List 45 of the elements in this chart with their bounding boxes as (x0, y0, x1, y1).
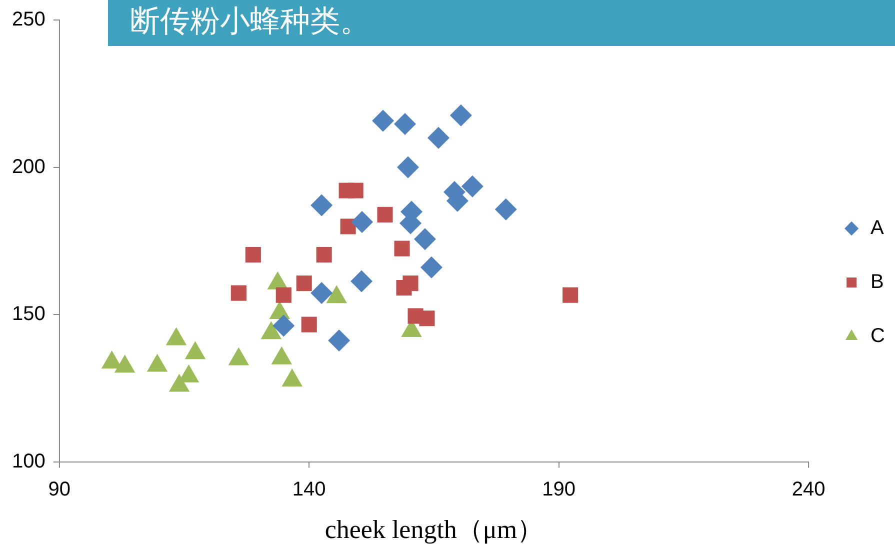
point (394, 240, 410, 256)
point (450, 104, 472, 126)
point (310, 194, 333, 216)
point (420, 256, 442, 278)
point (351, 211, 374, 234)
point (394, 112, 416, 135)
point (276, 287, 292, 303)
x-axis-title: cheek length（μm） (324, 515, 544, 544)
point (350, 270, 373, 292)
point (377, 206, 393, 222)
point (146, 354, 168, 372)
y-tick-label: 250 (12, 8, 46, 31)
legend-label: B (870, 271, 884, 294)
point (228, 347, 250, 366)
point (402, 276, 418, 292)
point (168, 374, 190, 392)
legend-label: C (870, 325, 886, 348)
point (461, 175, 484, 198)
point (348, 182, 364, 198)
point (166, 327, 187, 346)
chart-title: 断传粉小蜂种类。 (129, 3, 370, 41)
y-tick-label: 150 (12, 303, 46, 326)
point (282, 368, 303, 387)
point (230, 285, 246, 301)
point (427, 126, 450, 149)
point (271, 346, 292, 364)
point (494, 198, 517, 220)
point (396, 156, 419, 178)
point (316, 246, 332, 263)
x-tick-label: 90 (48, 478, 70, 500)
x-tick-label: 190 (542, 478, 576, 500)
point (260, 321, 282, 340)
point (245, 246, 261, 263)
point (184, 341, 206, 360)
y-tick-label: 100 (12, 450, 46, 472)
x-tick-label: 140 (292, 478, 326, 500)
legend-label: A (870, 217, 885, 240)
point (562, 287, 578, 303)
point (372, 110, 394, 132)
point (296, 276, 312, 292)
point (326, 285, 347, 304)
y-tick-label: 200 (12, 156, 46, 178)
point (114, 354, 136, 373)
x-tick-label: 240 (792, 478, 826, 500)
point (414, 228, 436, 250)
